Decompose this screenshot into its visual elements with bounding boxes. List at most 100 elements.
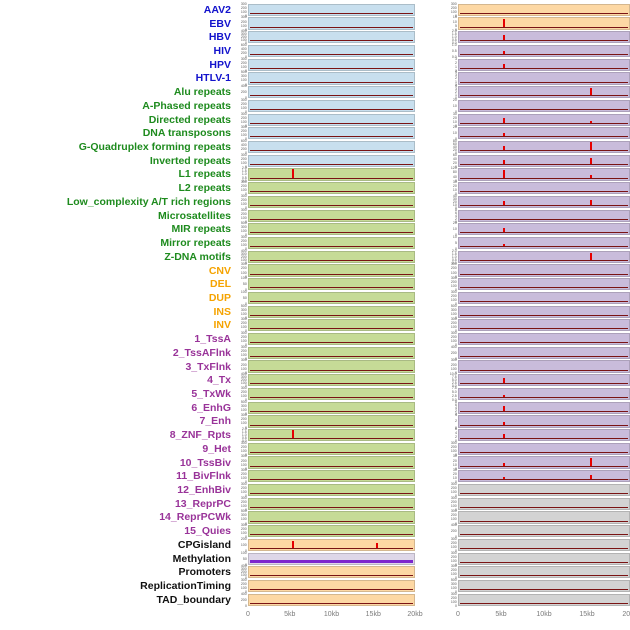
row-label: TAD_boundary xyxy=(156,593,231,606)
row-label: 14_ReprPCWk xyxy=(159,511,231,524)
y-tick-label: 400 xyxy=(241,248,247,253)
y-tick-label: 6 xyxy=(455,210,457,215)
right-track-panel xyxy=(458,182,630,195)
signal-baseline xyxy=(250,493,413,495)
y-tick-label: 100 xyxy=(451,270,457,275)
signal-baseline xyxy=(250,451,413,453)
right-track-panel xyxy=(458,456,630,469)
y-tick-label: 100 xyxy=(451,545,457,549)
y-tick-label: 300 xyxy=(241,56,247,61)
y-tick-label: 0.5 xyxy=(452,38,457,43)
y-axis-ticks-left: 300 200 100 0 xyxy=(234,496,248,512)
y-tick-label: 30 xyxy=(453,197,457,201)
y-axis-ticks-right: 120 80 40 0 xyxy=(444,167,458,183)
y-tick-label: 0.0 xyxy=(452,41,457,46)
methylation-signal-baseline xyxy=(250,560,413,563)
signal-baseline xyxy=(460,355,628,357)
y-tick-label: 200 xyxy=(241,115,247,120)
y-axis-ticks-left: 300 200 100 0 xyxy=(234,455,248,471)
signal-baseline xyxy=(460,561,628,563)
signal-baseline xyxy=(250,54,413,56)
y-tick-label: 200 xyxy=(241,198,247,202)
right-track-panel xyxy=(458,44,630,58)
y-tick-label: 20 xyxy=(453,200,457,204)
right-track-panel xyxy=(458,223,630,236)
y-tick-label: 100 xyxy=(241,188,247,192)
y-tick-label: 100 xyxy=(241,339,247,343)
y-tick-label: 0 xyxy=(245,508,247,512)
y-tick-label: 300 xyxy=(241,207,247,212)
y-tick-label: 300 xyxy=(241,125,247,129)
x-axis-left-column: 0 5kb 10kb 15kb 20kb xyxy=(246,608,423,626)
signal-baseline xyxy=(250,177,413,179)
y-tick-label: 10 xyxy=(453,188,457,192)
right-track-panel xyxy=(458,140,630,154)
right-track-panel xyxy=(458,31,630,44)
right-track-panel xyxy=(458,566,630,579)
y-tick-label: 0 xyxy=(455,590,457,594)
signal-baseline xyxy=(460,383,628,385)
row-label: 4_Tx xyxy=(207,374,231,387)
y-tick-label: 100 xyxy=(241,276,247,280)
y-tick-label: 600 xyxy=(241,43,247,47)
y-tick-label: 300 xyxy=(241,441,247,445)
right-track-panel xyxy=(458,374,630,387)
y-tick-label: 0.0 xyxy=(242,178,247,183)
left-track-panel xyxy=(248,72,415,85)
y-tick-label: 2 xyxy=(455,76,457,81)
y-tick-label: 0 xyxy=(245,453,247,457)
y-tick-label: 0 xyxy=(245,316,247,320)
y-tick-label: 0.0 xyxy=(242,439,247,443)
y-tick-label: 200 xyxy=(241,349,247,353)
left-track-panel xyxy=(248,511,415,524)
y-axis-ticks-left: 300 200 100 0 xyxy=(234,125,248,141)
y-tick-label: 15 xyxy=(453,15,457,20)
y-tick-label: 100 xyxy=(241,490,247,494)
signal-spike xyxy=(503,244,506,248)
left-track-panel xyxy=(248,429,415,442)
y-axis-ticks-right: 30 20 10 0 xyxy=(444,180,458,196)
y-tick-label: 300 xyxy=(451,441,457,445)
y-tick-label: 300 xyxy=(451,550,457,555)
signal-baseline xyxy=(250,205,413,207)
y-tick-label: 0 xyxy=(245,151,247,155)
right-track-panel xyxy=(458,72,630,85)
y-tick-label: 100 xyxy=(241,421,247,426)
y-axis-ticks-left: 300 200 100 0 xyxy=(234,56,248,73)
y-tick-label: 1 xyxy=(455,93,457,97)
row-label: 2_TssAFlnk xyxy=(172,346,231,359)
left-track-panel xyxy=(248,401,415,414)
y-axis-ticks-right: 300 200 100 0 xyxy=(444,496,458,512)
y-tick-label: 0 xyxy=(455,27,457,32)
right-track-panel xyxy=(458,58,630,71)
y-tick-label: 100 xyxy=(241,394,247,398)
y-tick-label: 300 xyxy=(451,482,457,486)
y-tick-label: 0 xyxy=(455,288,457,293)
y-tick-label: 0 xyxy=(455,123,457,128)
y-tick-label: 100 xyxy=(241,258,247,262)
y-tick-label: 300 xyxy=(241,2,247,6)
row-label: CNV xyxy=(208,264,231,277)
signal-baseline xyxy=(460,424,628,426)
y-tick-label: 200 xyxy=(241,184,247,188)
left-track-panel xyxy=(248,319,415,332)
signal-baseline xyxy=(250,26,413,28)
left-track-panel xyxy=(248,209,415,222)
y-tick-label: 0 xyxy=(245,288,247,293)
y-tick-label: 100 xyxy=(451,311,457,316)
signal-baseline xyxy=(460,54,628,56)
x-tick-label: 5kb xyxy=(495,611,507,618)
y-tick-label: 0 xyxy=(245,261,247,265)
right-track-panel xyxy=(458,278,630,291)
y-tick-label: 300 xyxy=(451,276,457,280)
signal-baseline xyxy=(460,12,628,14)
y-tick-label: 20 xyxy=(453,115,457,120)
left-track-panel xyxy=(248,58,415,71)
y-tick-label: 300 xyxy=(241,578,247,582)
y-tick-label: 400 xyxy=(241,29,247,33)
y-axis-ticks-left: 500 300 100 0 xyxy=(234,304,248,320)
y-tick-label: 200 xyxy=(241,102,247,106)
y-tick-label: 300 xyxy=(241,98,247,102)
y-tick-label: 0 xyxy=(455,576,457,581)
